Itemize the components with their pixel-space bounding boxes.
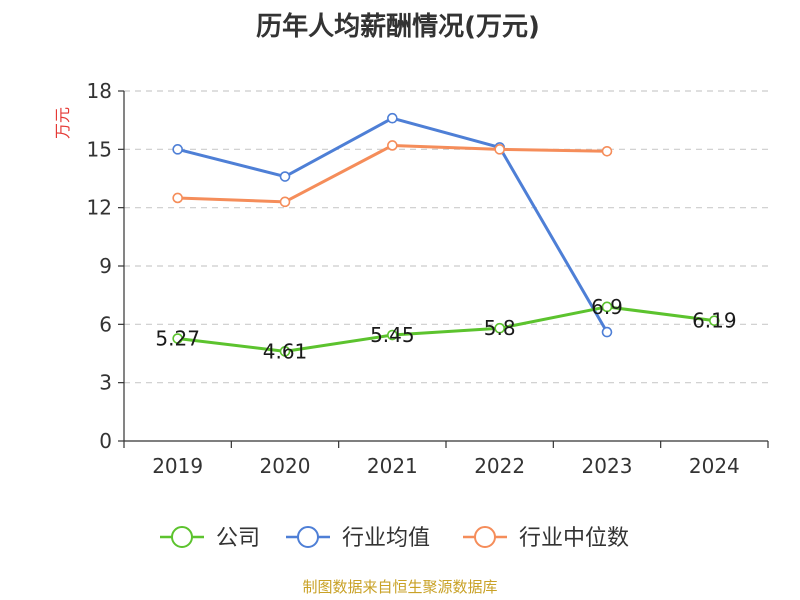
data-point [279, 171, 291, 182]
x-tick-label: 2021 [367, 454, 418, 478]
y-tick-label: 6 [99, 312, 112, 336]
data-point [494, 322, 505, 334]
data-point [709, 315, 720, 326]
y-tick-label: 9 [99, 254, 112, 278]
legend: 公司 行业均值 行业中位数 [160, 526, 629, 551]
x-tick-label: 2022 [474, 454, 525, 478]
y-tick-label: 0 [99, 429, 112, 453]
data-point [387, 140, 398, 151]
data-point [172, 144, 183, 155]
x-tick-label: 2020 [260, 454, 311, 478]
data-point [279, 346, 291, 357]
data-point [172, 192, 183, 204]
data-point [601, 326, 613, 338]
legend-item[interactable]: 行业均值 [286, 526, 430, 551]
series-layer [172, 112, 720, 357]
legend-swatch-marker [297, 526, 319, 548]
source-note: 制图数据来自恒生聚源数据库 [302, 578, 497, 596]
data-point [387, 329, 398, 341]
data-point [172, 333, 183, 344]
series-line [177, 143, 608, 204]
y-tick-label: 18 [87, 79, 112, 103]
legend-label: 行业中位数 [519, 526, 629, 551]
x-tick-label: 2024 [689, 454, 740, 478]
axis-layer: 0 3 6 9 12 15 18 2019 2020 2021 2022 2023 2024 [87, 79, 769, 478]
data-label: 6.19 [692, 309, 737, 333]
legend-item[interactable]: 公司 [160, 526, 260, 551]
y-tick-label: 12 [87, 196, 112, 220]
legend-label: 公司 [216, 526, 260, 551]
data-point [494, 144, 505, 155]
data-label: 5.45 [370, 323, 415, 347]
legend-swatch-marker [474, 526, 496, 548]
data-point [387, 112, 398, 124]
series-0 [172, 301, 720, 357]
series-line [177, 305, 715, 353]
data-point [601, 301, 613, 313]
data-label: 5.8 [484, 316, 516, 340]
series-2 [172, 140, 613, 208]
chart-title: 历年人均薪酬情况(万元) [256, 11, 540, 42]
data-label-layer: 5.27 4.61 5.45 5.8 6.9 6.19 [155, 295, 736, 364]
x-tick-label: 2023 [582, 454, 633, 478]
y-axis-label: 万元 [53, 107, 72, 139]
legend-swatch-marker [171, 526, 193, 548]
data-label: 4.61 [263, 339, 308, 363]
data-label: 6.9 [591, 295, 623, 319]
data-label: 5.27 [155, 327, 200, 351]
data-point [601, 145, 613, 157]
x-tick-label: 2019 [152, 454, 203, 478]
y-tick-label: 15 [87, 137, 112, 161]
legend-item[interactable]: 行业中位数 [463, 526, 629, 551]
data-point [279, 196, 291, 208]
y-tick-label: 3 [99, 371, 112, 395]
legend-label: 行业均值 [342, 526, 430, 551]
grid-layer [124, 90, 768, 384]
